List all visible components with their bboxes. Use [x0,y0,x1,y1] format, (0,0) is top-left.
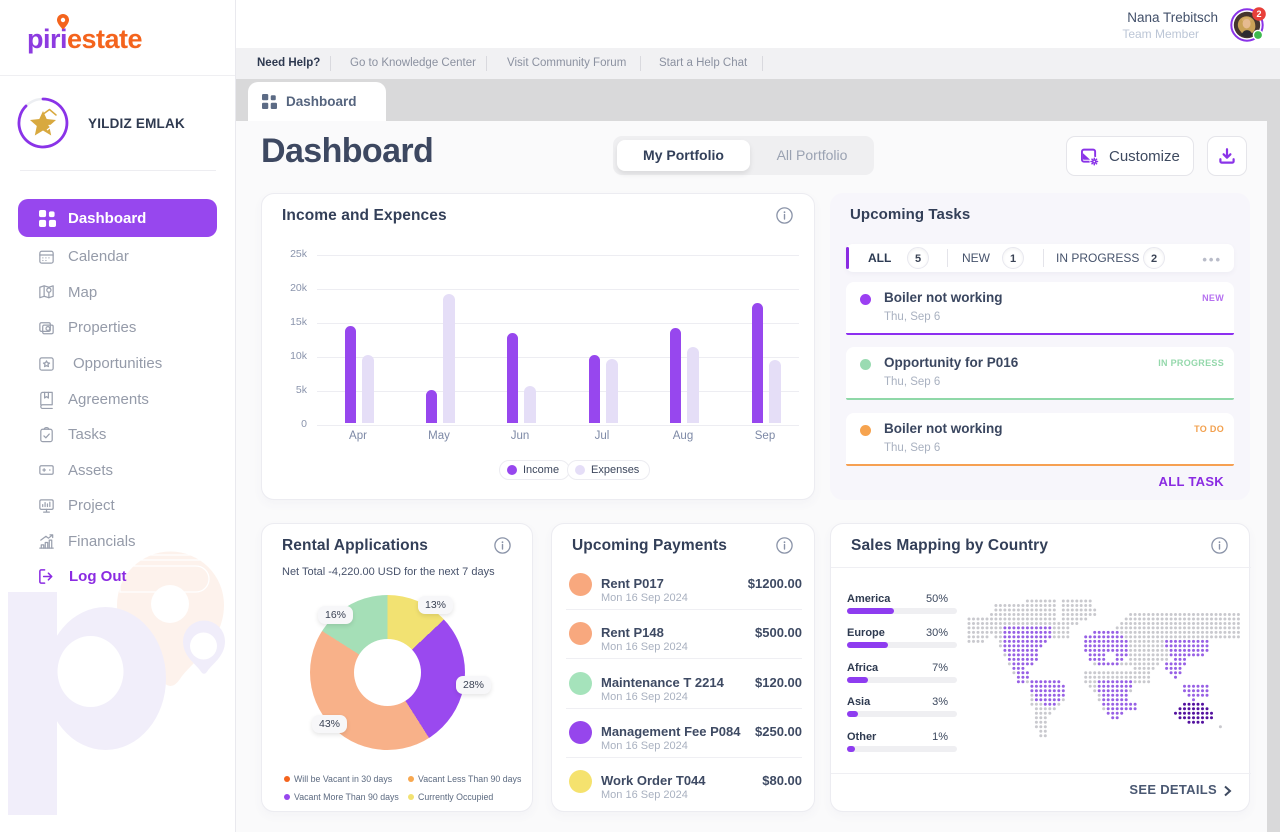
svg-text:2: 2 [1256,9,1261,19]
